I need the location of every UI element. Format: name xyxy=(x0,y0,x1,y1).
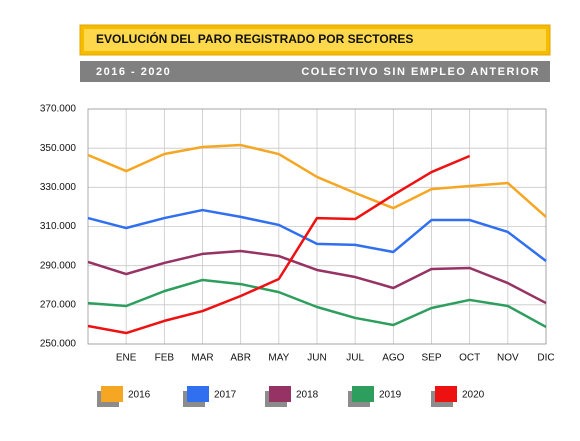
subtitle: 2016 - 2020 xyxy=(96,66,171,78)
y-tick-label: 250.000 xyxy=(40,339,77,350)
legend-label: 2019 xyxy=(379,390,402,401)
y-tick-label: 290.000 xyxy=(40,260,77,271)
legend-swatch xyxy=(269,386,291,402)
y-tick-label: 330.000 xyxy=(40,182,77,193)
y-tick-label: 270.000 xyxy=(40,299,77,310)
y-tick-label: 350.000 xyxy=(40,143,77,154)
series-line xyxy=(87,154,471,335)
legend-label: 2020 xyxy=(462,390,485,401)
x-tick-label: AGO xyxy=(382,353,404,364)
legend-swatch xyxy=(187,386,209,402)
x-tick-label: MAY xyxy=(268,353,289,364)
legend-label: 2017 xyxy=(214,390,237,401)
x-tick-label: JUN xyxy=(307,353,326,364)
legend-swatch xyxy=(101,386,123,402)
y-tick-label: 310.000 xyxy=(40,221,77,232)
plot-border xyxy=(87,108,547,345)
chart-title: EVOLUCIÓN DEL PARO REGISTRADO POR SECTOR… xyxy=(96,31,413,46)
series-line xyxy=(87,278,547,329)
series-line xyxy=(87,208,547,262)
legend-swatch xyxy=(435,386,457,402)
x-tick-label: NOV xyxy=(497,353,519,364)
series-line xyxy=(87,143,547,218)
subtitle-right: COLECTIVO SIN EMPLEO ANTERIOR xyxy=(301,66,540,78)
x-tick-label: ENE xyxy=(116,353,137,364)
series-line xyxy=(87,249,547,305)
x-tick-label: ABR xyxy=(230,353,251,364)
title-bar-inner xyxy=(84,29,546,51)
subtitle-bar xyxy=(80,61,550,82)
x-tick-label: SEP xyxy=(421,353,441,364)
x-tick-label: DIC xyxy=(537,353,554,364)
legend-swatch xyxy=(352,386,374,402)
legend-label: 2016 xyxy=(128,390,151,401)
x-tick-label: FEB xyxy=(155,353,175,364)
legend-label: 2018 xyxy=(296,390,319,401)
x-tick-label: JUL xyxy=(346,353,364,364)
x-tick-label: MAR xyxy=(191,353,213,364)
x-tick-label: OCT xyxy=(459,353,480,364)
y-tick-label: 370.000 xyxy=(40,104,77,115)
